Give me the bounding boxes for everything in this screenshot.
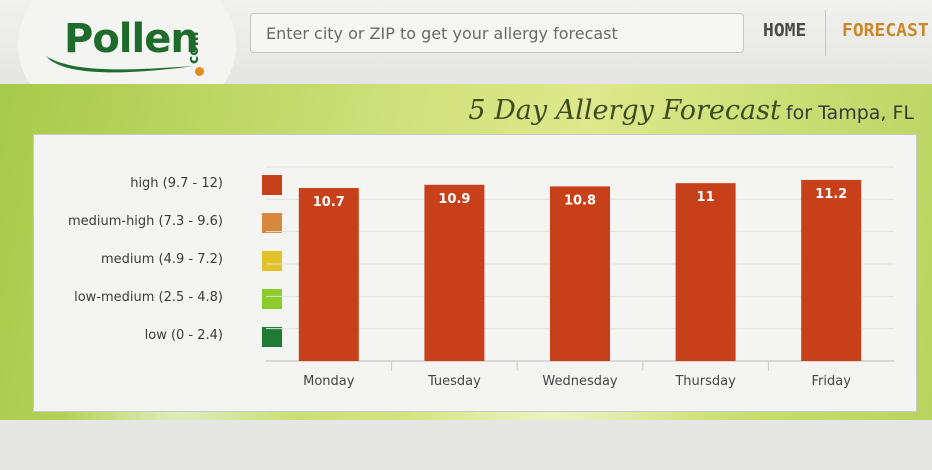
legend-label-low: low (0 - 2.4)	[144, 328, 223, 343]
x-axis-label: Wednesday	[542, 374, 618, 389]
bar-value-label: 11	[697, 190, 715, 205]
bar-tuesday[interactable]	[424, 184, 485, 361]
bar-value-label: 10.8	[564, 193, 596, 208]
logo-wordmark[interactable]: Pollen	[64, 16, 199, 62]
x-axis-label: Monday	[303, 374, 355, 389]
logo-swoosh-icon	[46, 56, 194, 73]
legend-swatch-low	[262, 327, 282, 347]
nav-home-link[interactable]: HOME	[763, 20, 807, 41]
legend-label-medium-high: medium-high (7.3 - 9.6)	[67, 214, 223, 229]
legend-label-medium: medium (4.9 - 7.2)	[100, 252, 223, 267]
x-axis-label: Thursday	[674, 374, 736, 389]
bar-value-label: 10.9	[438, 192, 470, 207]
forecast-location: for Tampa, FL	[785, 102, 914, 124]
forecast-bar-chart: 10.7 Monday 10.9 Tuesday 10.8 Wednesday 11 Thur…	[266, 166, 894, 389]
legend-swatch-medium	[262, 251, 282, 271]
bar-thursday[interactable]	[675, 183, 736, 361]
legend-label-low-medium: low-medium (2.5 - 4.8)	[74, 290, 223, 305]
search-input[interactable]	[250, 13, 744, 53]
bar-friday[interactable]	[801, 179, 862, 361]
legend-swatch-low-medium	[262, 289, 282, 309]
bar-wednesday[interactable]	[550, 186, 610, 361]
forecast-title: 5 Day Allergy Forecast	[468, 95, 781, 126]
nav-forecast-link[interactable]: FORECAST	[842, 20, 929, 41]
bar-value-label: 11.2	[815, 187, 847, 202]
site-header: Pollen com HOME FORECAST	[0, 0, 932, 130]
forecast-heading: 5 Day Allergy Forecast for Tampa, FL	[468, 95, 914, 126]
legend-label-high: high (9.7 - 12)	[130, 176, 223, 191]
forecast-chart-panel: high (9.7 - 12) medium-high (7.3 - 9.6) …	[33, 134, 917, 412]
x-axis-label: Friday	[811, 374, 851, 389]
bar-value-label: 10.7	[313, 195, 345, 210]
page-footer-area	[0, 420, 932, 470]
legend-swatch-medium-high	[262, 213, 282, 233]
bar-monday[interactable]	[298, 188, 359, 361]
logo-dot-icon	[195, 67, 204, 76]
legend-swatch-high	[262, 175, 282, 195]
nav-divider	[825, 10, 826, 56]
x-axis-label: Tuesday	[427, 374, 481, 389]
